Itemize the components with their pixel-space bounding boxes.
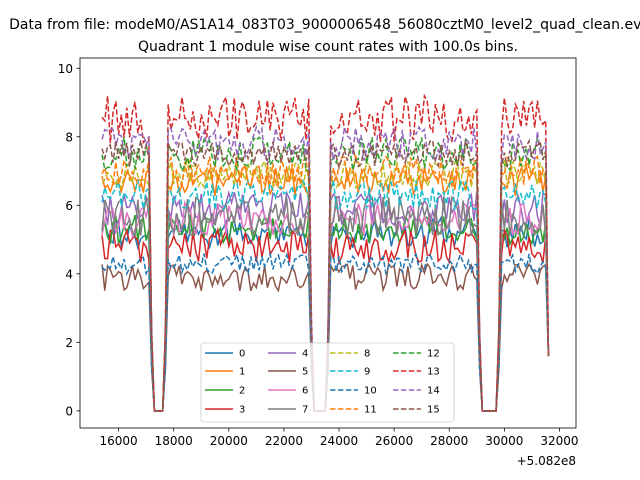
y-tick-label: 10 [58,62,73,76]
legend-label-9: 9 [364,367,370,378]
x-tick-label: 18000 [155,434,193,448]
legend-box [200,342,455,423]
y-axis: 0 2 4 6 8 10 [58,62,80,418]
x-tick-label: 16000 [99,434,137,448]
legend-label-0: 0 [239,349,245,360]
series-line-11 [101,153,550,412]
x-tick-label: 26000 [375,434,413,448]
axes-frame [79,57,577,429]
x-axis: 16000 18000 20000 22000 24000 26000 28000 30000… [99,428,579,448]
x-tick-label: 24000 [320,434,358,448]
y-tick-label: 4 [65,267,73,281]
legend-label-3: 3 [239,405,245,416]
legend-label-1: 1 [239,367,245,378]
legend-label-7: 7 [302,405,308,416]
legend-label-11: 11 [364,405,377,416]
figure-suptitle: Data from file: modeM0/AS1A14_083T03_900… [9,17,640,33]
legend-label-5: 5 [302,367,308,378]
legend-label-4: 4 [302,349,308,360]
legend-label-8: 8 [364,349,370,360]
legend-label-14: 14 [427,386,440,397]
x-tick-label: 30000 [485,434,523,448]
x-offset-label: +5.082e8 [517,454,576,468]
chart-title: Quadrant 1 module wise count rates with … [138,39,518,55]
y-tick-label: 8 [65,130,73,144]
x-tick-label: 22000 [265,434,303,448]
legend-label-10: 10 [364,386,377,397]
legend-label-15: 15 [427,405,440,416]
legend-label-6: 6 [302,386,308,397]
x-tick-label: 28000 [430,434,468,448]
y-tick-label: 0 [65,404,73,418]
legend-label-12: 12 [427,349,440,360]
y-tick-label: 6 [65,199,73,213]
y-tick-label: 2 [65,336,73,350]
series-line-9 [101,178,550,412]
x-tick-label: 20000 [210,434,248,448]
x-tick-label: 32000 [540,434,578,448]
series-line-15 [101,138,550,412]
legend-label-2: 2 [239,386,245,397]
legend-label-13: 13 [427,367,440,378]
